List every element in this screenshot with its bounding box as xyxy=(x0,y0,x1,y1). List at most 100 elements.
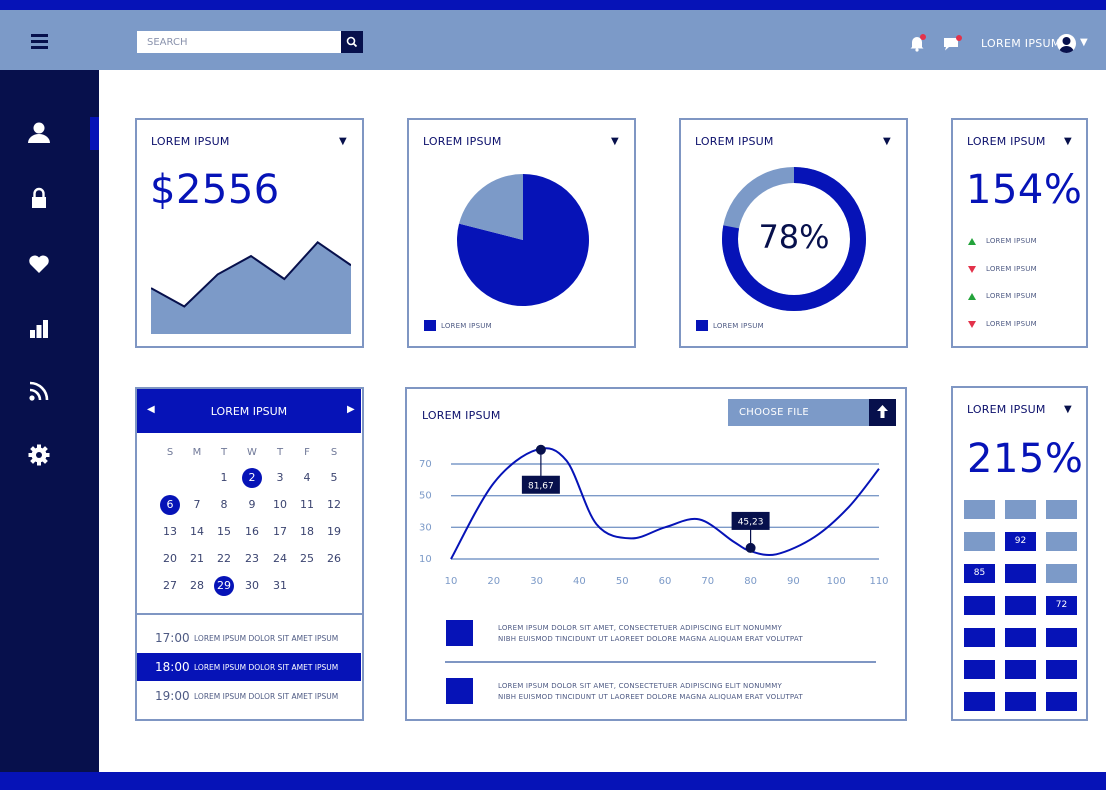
grid-cell xyxy=(1005,564,1036,583)
calendar-day[interactable]: 27 xyxy=(163,579,177,592)
calendar-day[interactable]: 17 xyxy=(273,525,287,538)
notification-button[interactable] xyxy=(908,34,926,52)
grid-cell xyxy=(964,692,995,711)
sidebar-active-indicator xyxy=(90,117,99,150)
calendar-day[interactable]: 21 xyxy=(190,552,204,565)
user-menu-caret[interactable]: ▼ xyxy=(1080,37,1088,48)
notification-badge xyxy=(920,34,926,40)
sidebar-item-stats[interactable] xyxy=(28,318,50,340)
series-line xyxy=(450,447,880,560)
calendar-day[interactable]: 14 xyxy=(190,525,204,538)
grid-cell xyxy=(1046,692,1077,711)
calendar-day[interactable]: 19 xyxy=(327,525,341,538)
calendar-day[interactable]: 15 xyxy=(217,525,231,538)
x-tick-label: 20 xyxy=(487,576,500,587)
menu-icon[interactable] xyxy=(31,34,48,50)
x-tick-label: 110 xyxy=(869,576,888,587)
card-title: LOREM IPSUM xyxy=(422,409,501,422)
calendar-day[interactable]: 2 xyxy=(240,468,264,488)
sidebar-item-lock[interactable] xyxy=(28,187,50,209)
grid-cell xyxy=(964,628,995,647)
event-row[interactable]: 19:00 LOREM IPSUM DOLOR SIT AMET IPSUM xyxy=(137,682,361,710)
annotation-box xyxy=(731,511,770,530)
card-dropdown-caret[interactable]: ▼ xyxy=(611,136,619,147)
line-chart-card: LOREM IPSUM CHOOSE FILE 70 50 30 10 10 20 30 40… xyxy=(405,387,907,721)
x-tick-label: 90 xyxy=(787,576,800,587)
calendar-day[interactable]: 29 xyxy=(212,576,236,596)
card-dropdown-caret[interactable]: ▼ xyxy=(883,136,891,147)
calendar-day[interactable]: 30 xyxy=(245,579,259,592)
calendar-day[interactable]: 6 xyxy=(158,495,182,515)
grid-card: LOREM IPSUM ▼ 215% 92 85 72 xyxy=(951,386,1088,721)
pie-chart xyxy=(457,174,589,306)
calendar-day[interactable]: 20 xyxy=(163,552,177,565)
grid-cell xyxy=(1046,628,1077,647)
card-dropdown-caret[interactable]: ▼ xyxy=(1064,136,1072,147)
calendar-day[interactable]: 26 xyxy=(327,552,341,565)
x-tick-label: 30 xyxy=(530,576,543,587)
data-point xyxy=(535,444,546,455)
note-line-2: NIBH EUISMOD TINCIDUNT UT LAOREET DOLORE… xyxy=(498,635,803,643)
sidebar-item-user[interactable] xyxy=(28,121,50,143)
percent-card: LOREM IPSUM ▼ 154% LOREM IPSUM LOREM IPSU… xyxy=(951,118,1088,348)
calendar-weekday: S xyxy=(166,447,174,458)
gear-icon xyxy=(28,444,50,466)
calendar-prev[interactable]: ◀ xyxy=(147,404,155,415)
calendar-day[interactable]: 18 xyxy=(300,525,314,538)
note-swatch xyxy=(446,620,473,646)
calendar-card: ◀ LOREM IPSUM ▶ S M T W T F S 1 2 3 4 5 6 7 8 9 10 11 12 13… xyxy=(135,387,364,721)
calendar-day[interactable]: 28 xyxy=(190,579,204,592)
calendar-weekday: F xyxy=(304,447,310,458)
annotation-label: 45,23 xyxy=(738,517,764,527)
calendar-day[interactable]: 10 xyxy=(273,498,287,511)
calendar-day[interactable]: 5 xyxy=(330,471,338,484)
sidebar-item-favorites[interactable] xyxy=(28,253,50,275)
legend-swatch xyxy=(424,320,436,331)
event-row[interactable]: 17:00 LOREM IPSUM DOLOR SIT AMET IPSUM xyxy=(137,624,361,652)
grid-cell xyxy=(1005,596,1036,615)
search-button[interactable] xyxy=(341,31,363,53)
grid-cell xyxy=(1005,500,1036,519)
calendar-day[interactable]: 8 xyxy=(220,498,228,511)
sidebar-item-settings[interactable] xyxy=(28,444,50,466)
card-dropdown-caret[interactable]: ▼ xyxy=(339,136,347,147)
calendar-day-selected: 2 xyxy=(242,468,262,488)
calendar-day[interactable]: 4 xyxy=(303,471,311,484)
legend-label: LOREM IPSUM xyxy=(713,322,764,330)
sidebar-item-feed[interactable] xyxy=(28,380,50,402)
calendar-day[interactable]: 11 xyxy=(300,498,314,511)
calendar-day[interactable]: 9 xyxy=(248,498,256,511)
calendar-day[interactable]: 25 xyxy=(300,552,314,565)
trend-label: LOREM IPSUM xyxy=(986,237,1037,245)
calendar-day[interactable]: 23 xyxy=(245,552,259,565)
calendar-day[interactable]: 31 xyxy=(273,579,287,592)
calendar-day[interactable]: 3 xyxy=(276,471,284,484)
x-tick-label: 60 xyxy=(659,576,672,587)
user-avatar-icon xyxy=(1059,37,1074,53)
calendar-day[interactable]: 13 xyxy=(163,525,177,538)
grid-cell: 72 xyxy=(1046,596,1077,615)
calendar-day[interactable]: 7 xyxy=(193,498,201,511)
event-time: 17:00 xyxy=(155,631,190,645)
calendar-next[interactable]: ▶ xyxy=(347,404,355,415)
calendar-day[interactable]: 22 xyxy=(217,552,231,565)
calendar-day[interactable]: 12 xyxy=(327,498,341,511)
upload-button[interactable] xyxy=(869,399,896,426)
event-row[interactable]: 18:00 LOREM IPSUM DOLOR SIT AMET IPSUM xyxy=(137,653,361,681)
legend-swatch xyxy=(696,320,708,331)
user-name[interactable]: LOREM IPSUM xyxy=(981,37,1061,50)
bottom-accent-bar xyxy=(0,772,1106,790)
x-tick-label: 40 xyxy=(573,576,586,587)
card-dropdown-caret[interactable]: ▼ xyxy=(1064,404,1072,415)
event-text: LOREM IPSUM DOLOR SIT AMET IPSUM xyxy=(194,634,339,643)
messages-button[interactable] xyxy=(943,35,962,52)
calendar-day[interactable]: 16 xyxy=(245,525,259,538)
grid-cell xyxy=(1005,692,1036,711)
trend-label: LOREM IPSUM xyxy=(986,264,1037,273)
annotation-box xyxy=(521,475,560,494)
avatar[interactable] xyxy=(1057,34,1076,53)
choose-file-button[interactable]: CHOOSE FILE xyxy=(728,399,896,426)
calendar-day[interactable]: 24 xyxy=(273,552,287,565)
calendar-day[interactable]: 1 xyxy=(220,471,228,484)
search-input[interactable] xyxy=(137,31,341,53)
